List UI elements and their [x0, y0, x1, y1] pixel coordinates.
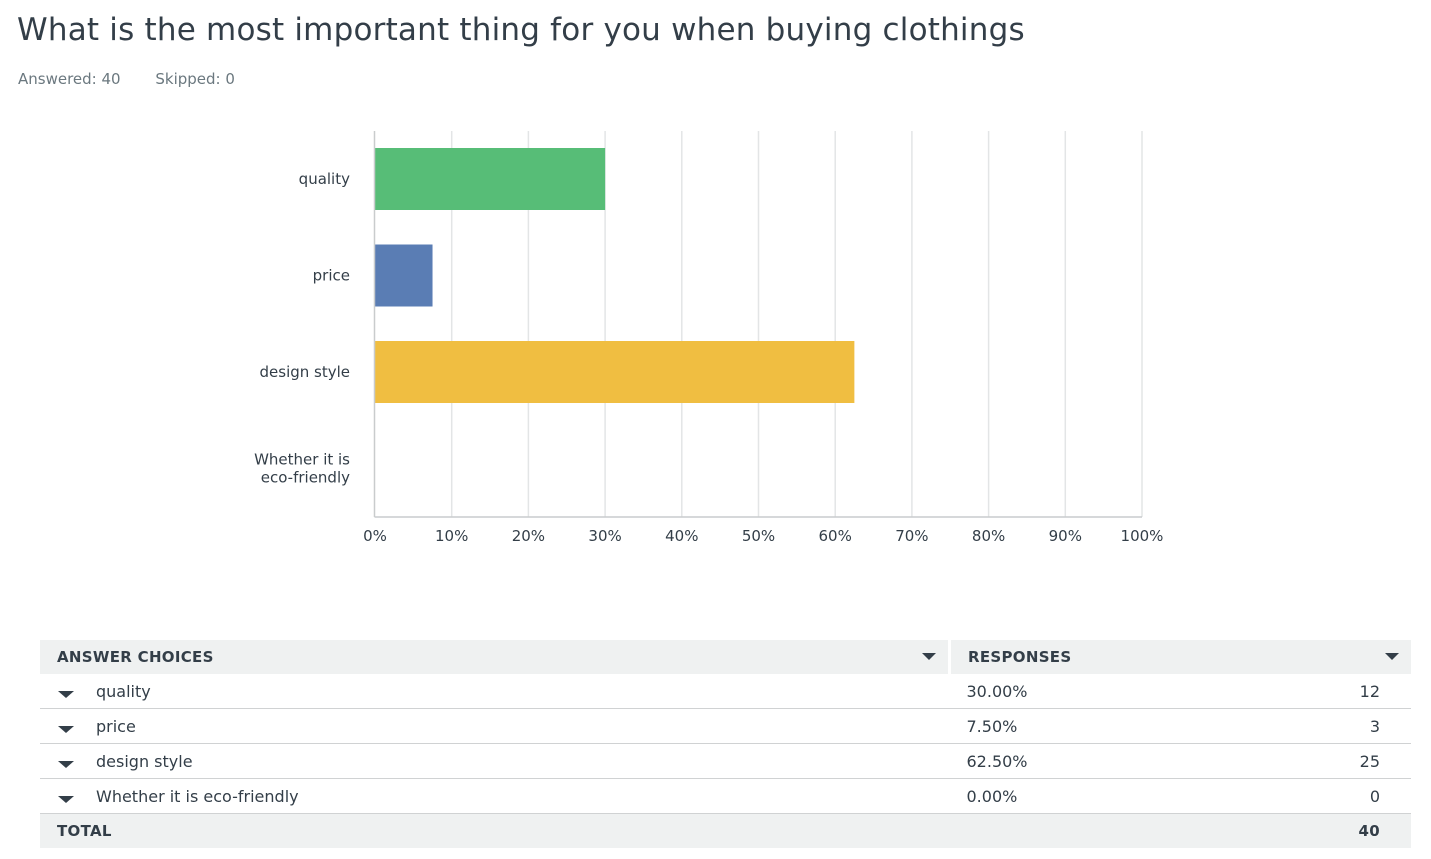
chart-tick-labels: 0% 10% 20% 30% 40% 50% 60% 70% 80% 90% 100%	[363, 527, 1163, 545]
answer-choices-header[interactable]: ANSWER CHOICES	[40, 640, 951, 674]
bar[interactable]	[375, 244, 433, 307]
response-count: 12	[1225, 674, 1411, 709]
answer-choice-cell: price	[40, 708, 950, 744]
sort-caret-down-icon[interactable]	[922, 653, 936, 660]
x-tick-label: 0%	[363, 527, 387, 545]
expand-caret-down-icon[interactable]	[58, 725, 74, 733]
expand-caret-down-icon[interactable]	[58, 760, 74, 768]
answer-choice-label: quality	[96, 681, 151, 701]
table-row: Whether it is eco-friendly 0.00% 0	[40, 778, 1411, 814]
response-summary: Answered: 40 Skipped: 0	[18, 70, 265, 88]
category-label: quality	[299, 170, 350, 188]
x-tick-label: 50%	[742, 527, 775, 545]
chart-category-labels: quality price design style Whether it is eco…	[254, 170, 350, 487]
x-tick-label: 100%	[1121, 527, 1164, 545]
table-row: price 7.50% 3	[40, 708, 1411, 744]
response-percent: 62.50%	[949, 743, 1226, 779]
table-row: quality 30.00% 12	[40, 674, 1411, 709]
chart-bars	[375, 148, 855, 403]
expand-caret-down-icon[interactable]	[58, 795, 74, 803]
answered-count: Answered: 40	[18, 70, 121, 88]
bar[interactable]	[375, 341, 855, 403]
sort-caret-down-icon[interactable]	[1385, 653, 1399, 660]
bar[interactable]	[375, 148, 606, 210]
responses-header[interactable]: RESPONSES	[949, 640, 1411, 674]
x-tick-label: 60%	[819, 527, 852, 545]
category-label: Whether it is eco-friendly	[254, 451, 350, 487]
response-percent: 0.00%	[949, 778, 1226, 814]
total-spacer	[949, 813, 1226, 848]
bar-chart: quality price design style Whether it is eco…	[254, 131, 1163, 545]
table-row: design style 62.50% 25	[40, 743, 1411, 779]
responses-header-label: RESPONSES	[968, 648, 1072, 666]
answer-choice-cell: design style	[40, 743, 950, 779]
question-title: What is the most important thing for you…	[17, 12, 1025, 48]
skipped-count: Skipped: 0	[155, 70, 235, 88]
x-tick-label: 80%	[972, 527, 1005, 545]
response-percent: 7.50%	[949, 708, 1226, 744]
category-label: price	[313, 267, 350, 285]
category-label: design style	[260, 363, 351, 381]
x-tick-label: 20%	[512, 527, 545, 545]
total-label: TOTAL	[40, 813, 950, 848]
expand-caret-down-icon[interactable]	[58, 690, 74, 698]
table-header-row: ANSWER CHOICES RESPONSES	[40, 640, 1411, 674]
results-table: ANSWER CHOICES RESPONSES quality 30.00% …	[40, 640, 1411, 848]
x-tick-label: 10%	[435, 527, 468, 545]
answer-choice-cell: Whether it is eco-friendly	[40, 778, 950, 814]
response-count: 0	[1225, 778, 1411, 814]
answer-choices-header-label: ANSWER CHOICES	[57, 648, 214, 666]
answer-choice-cell: quality	[40, 674, 950, 709]
total-row: TOTAL 40	[40, 813, 1411, 848]
x-tick-label: 40%	[665, 527, 698, 545]
answer-choice-label: price	[96, 716, 136, 736]
total-count: 40	[1225, 813, 1411, 848]
chart-axes	[373, 131, 1142, 518]
answer-choice-label: design style	[96, 751, 193, 771]
response-count: 3	[1225, 708, 1411, 744]
x-tick-label: 30%	[588, 527, 621, 545]
x-tick-label: 70%	[895, 527, 928, 545]
x-tick-label: 90%	[1049, 527, 1082, 545]
answer-choice-label: Whether it is eco-friendly	[96, 786, 299, 806]
response-percent: 30.00%	[949, 674, 1226, 709]
response-count: 25	[1225, 743, 1411, 779]
